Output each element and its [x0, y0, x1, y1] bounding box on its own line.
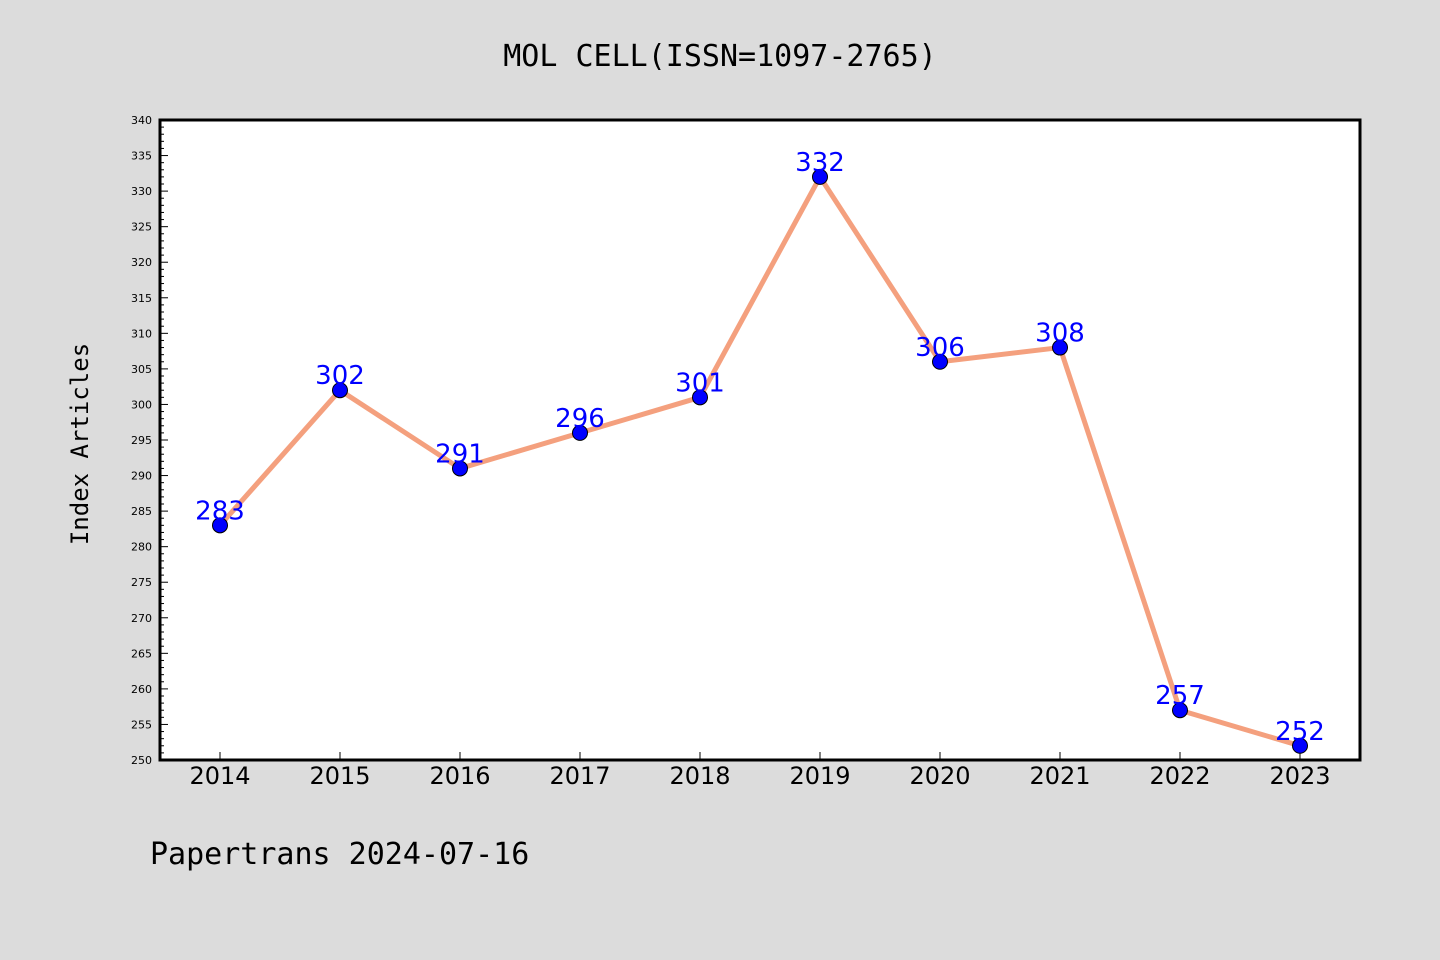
- y-tick-label: 320: [131, 256, 152, 269]
- data-point: [692, 389, 708, 406]
- y-tick-label: 300: [131, 398, 152, 411]
- x-tick-label: 2016: [429, 762, 490, 790]
- data-point: [212, 517, 228, 534]
- data-point: [572, 424, 588, 441]
- chart-title: MOL CELL(ISSN=1097-2765): [503, 39, 936, 74]
- data-point: [812, 168, 828, 185]
- data-point: [1292, 737, 1308, 754]
- x-tick-label: 2018: [669, 762, 730, 790]
- data-label: 301: [675, 368, 725, 398]
- data-label: 302: [315, 361, 365, 391]
- data-label: 306: [915, 333, 965, 363]
- y-tick-label: 315: [131, 292, 152, 305]
- x-tick-label: 2022: [1149, 762, 1210, 790]
- y-tick-label: 260: [131, 683, 152, 696]
- y-tick-label: 335: [131, 150, 152, 163]
- y-tick-label: 265: [131, 647, 152, 660]
- y-axis-label: Index Articles: [66, 343, 94, 545]
- series-line: [217, 174, 1303, 749]
- x-tick-label: 2023: [1269, 762, 1330, 790]
- x-tick-label: 2017: [549, 762, 610, 790]
- y-tick-label: 340: [131, 114, 152, 127]
- y-tick-label: 305: [131, 363, 152, 376]
- data-label: 283: [195, 496, 245, 526]
- y-tick-label: 255: [131, 718, 152, 731]
- data-point: [452, 460, 468, 477]
- y-tick-label: 285: [131, 505, 152, 518]
- x-tick-label: 2021: [1029, 762, 1090, 790]
- data-point: [932, 353, 948, 370]
- y-tick-label: 270: [131, 612, 152, 625]
- data-label: 296: [555, 404, 605, 434]
- x-tick-label: 2014: [189, 762, 250, 790]
- x-tick-label: 2020: [909, 762, 970, 790]
- y-tick-label: 275: [131, 576, 152, 589]
- plot-area: 250 255 260 265 270 275 280 285 290 295 300 305 310 3…: [131, 114, 1362, 790]
- y-tick-label: 295: [131, 434, 152, 447]
- y-tick-label: 330: [131, 185, 152, 198]
- y-tick-label: 325: [131, 221, 152, 234]
- data-point: [1052, 339, 1068, 356]
- footer-text: Papertrans 2024-07-16: [150, 837, 529, 872]
- data-label: 291: [435, 439, 485, 469]
- data-label: 257: [1155, 681, 1205, 711]
- data-point: [1172, 702, 1188, 719]
- x-tick-label: 2015: [309, 762, 370, 790]
- plot-frame: [158, 118, 1362, 762]
- y-tick-label: 280: [131, 541, 152, 554]
- data-label: 308: [1035, 319, 1085, 349]
- y-tick-label: 290: [131, 470, 152, 483]
- data-label: 252: [1275, 717, 1325, 747]
- y-tick-label: 250: [131, 754, 152, 767]
- data-label: 332: [795, 148, 845, 178]
- plot-background: [160, 120, 1360, 760]
- y-tick-label: 310: [131, 327, 152, 340]
- data-point: [332, 382, 348, 399]
- x-tick-label: 2019: [789, 762, 850, 790]
